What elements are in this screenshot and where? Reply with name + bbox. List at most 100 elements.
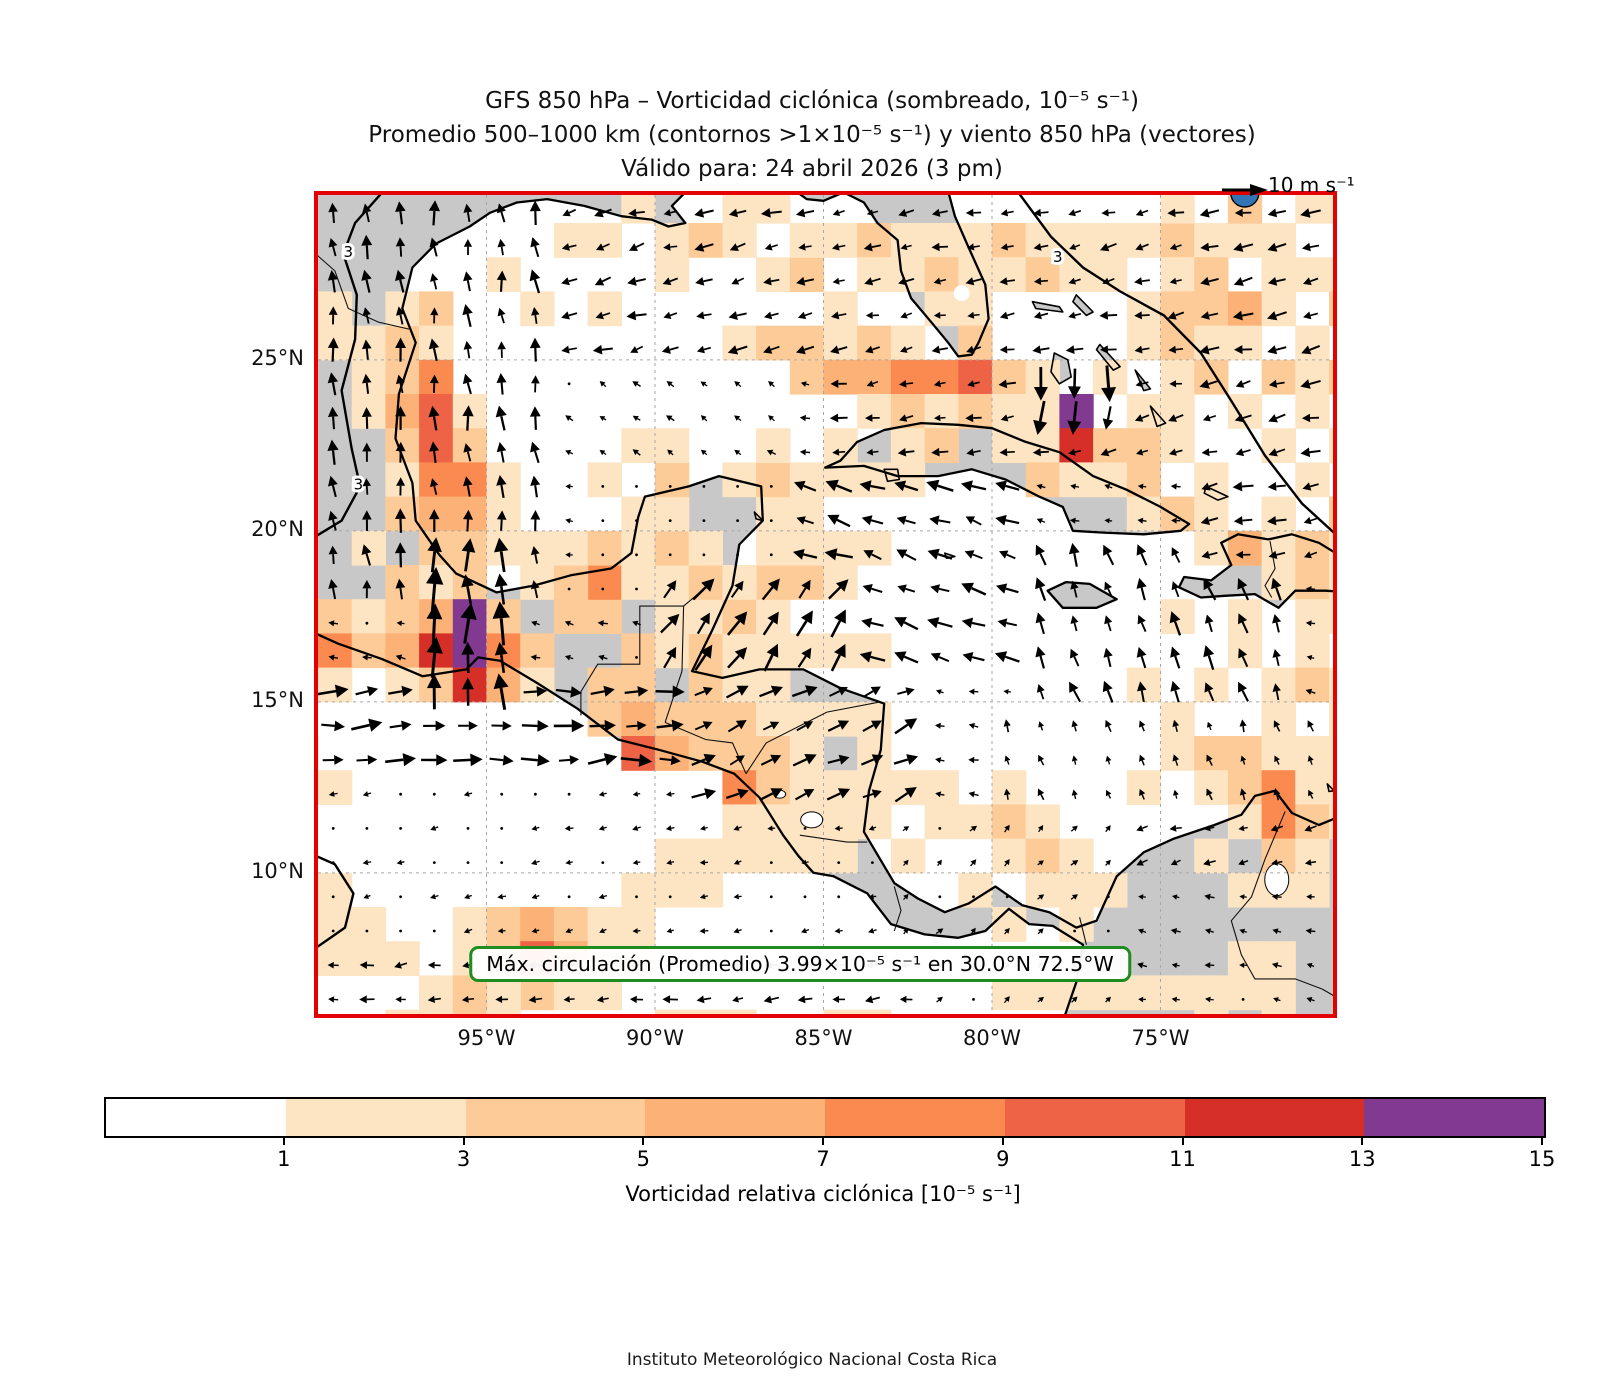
vorticity-cell: [924, 770, 959, 805]
vorticity-cell: [1126, 462, 1162, 498]
vorticity-cell: [756, 667, 791, 703]
vorticity-cell: [520, 667, 555, 703]
vorticity-cell: [958, 872, 993, 908]
vorticity-cell: [1059, 223, 1094, 258]
vorticity-cell: [452, 907, 488, 942]
vorticity-cell: [857, 736, 892, 771]
vorticity-cell: [1160, 975, 1195, 1011]
vorticity-cell: [318, 941, 353, 976]
vorticity-cell: [789, 359, 825, 395]
contour-labels: 3 3 3: [341, 240, 1066, 497]
colorbar-label: Vorticidad relativa ciclónica [10⁻⁵ s⁻¹]: [625, 1182, 1021, 1206]
vorticity-cell: [1227, 736, 1263, 771]
vorticity-cell: [318, 770, 353, 805]
vorticity-cell: [1160, 195, 1195, 224]
vorticity-cell: [419, 359, 454, 395]
vorticity-cell: [1126, 975, 1162, 1011]
vorticity-cell: [924, 804, 959, 840]
colorbar-segment: [106, 1099, 286, 1136]
vorticity-cell: [1093, 462, 1128, 498]
vorticity-cell: [789, 325, 825, 361]
vorticity-cell: [621, 907, 656, 942]
vorticity-cell: [655, 257, 690, 292]
vorticity-cell: [1295, 838, 1330, 874]
vorticity-cell: [621, 701, 656, 737]
vorticity-cell: [1261, 359, 1296, 395]
colorbar-tick-label: 1: [277, 1147, 291, 1171]
vorticity-cell: [419, 291, 454, 327]
vorticity-cell: [587, 530, 622, 566]
contour-label: 3: [344, 243, 354, 261]
gridlines: [318, 195, 1333, 1014]
vorticity-cell: [789, 496, 825, 532]
vorticity-cell: [621, 530, 656, 566]
vorticity-cell: [1194, 291, 1229, 327]
vorticity-cell: [823, 838, 858, 874]
vorticity-cell: [621, 633, 656, 669]
vorticity-cell: [553, 907, 589, 942]
vorticity-cell: [1295, 872, 1330, 908]
vorticity-cell: [722, 223, 757, 258]
vorticity-cell: [1194, 1009, 1229, 1014]
vorticity-cell: [823, 291, 858, 327]
vorticity-cell: [857, 530, 892, 566]
vorticity-cell: [1261, 291, 1296, 327]
vorticity-cell: [587, 223, 622, 258]
vorticity-cell: [756, 325, 791, 361]
vorticity-cell: [789, 770, 825, 805]
vorticity-cell: [1160, 496, 1195, 532]
vorticity-cell: [857, 223, 892, 258]
vorticity-cell: [722, 770, 757, 805]
vorticity-cell: [1059, 872, 1094, 908]
vorticity-cell: [1261, 941, 1296, 976]
vorticity-cell: [924, 428, 959, 463]
y-tick-label: 20°N: [251, 516, 304, 541]
vorticity-cell: [1329, 195, 1333, 224]
vorticity-cell: [992, 257, 1027, 292]
title-block: GFS 850 hPa – Vorticidad ciclónica (somb…: [212, 84, 1412, 186]
vorticity-cell: [1194, 838, 1229, 874]
credit-text: Instituto Meteorológico Nacional Costa R…: [626, 1350, 998, 1370]
vorticity-cell: [857, 701, 892, 737]
colorbar-tick: [1361, 1138, 1364, 1145]
vorticity-cell: [789, 701, 825, 737]
vorticity-cell: [385, 1009, 420, 1014]
vorticity-cell: [789, 223, 825, 258]
vorticity-cell: [1227, 975, 1263, 1011]
vorticity-cell: [958, 359, 993, 395]
vorticity-cell: [688, 1009, 723, 1014]
colorbar-tick-label: 15: [1528, 1147, 1556, 1171]
vorticity-cell: [1025, 804, 1060, 840]
vorticity-cell: [318, 599, 353, 634]
vorticity-cell: [1329, 428, 1333, 463]
vorticity-cell: [756, 804, 791, 840]
vorticity-cell: [823, 325, 858, 361]
vorticity-cell: [857, 804, 892, 840]
vorticity-cell: [351, 359, 386, 395]
vorticity-cell: [587, 599, 622, 634]
vorticity-cell: [655, 1009, 690, 1014]
vorticity-cell: [722, 1009, 757, 1014]
vorticity-cell: [1295, 195, 1330, 224]
colorbar-tick-label: 11: [1169, 1147, 1196, 1171]
vorticity-cell: [722, 195, 757, 224]
vorticity-cell: [789, 838, 825, 874]
vorticity-cell: [1093, 257, 1128, 292]
colorbar-tick: [1181, 1138, 1184, 1145]
vorticity-cell: [789, 530, 825, 566]
vorticity-cell: [1261, 975, 1296, 1011]
colorbar-tick: [1541, 1138, 1543, 1145]
vorticity-cell: [587, 291, 622, 327]
vorticity-cell: [992, 838, 1027, 874]
colorbar-tick-label: 13: [1348, 1147, 1376, 1171]
vorticity-cell: [1329, 257, 1333, 292]
colorbar-segment: [645, 1099, 825, 1136]
colorbar-tick-label: 7: [816, 1147, 830, 1171]
vorticity-cell: [1160, 359, 1195, 395]
vorticity-cell: [823, 1009, 858, 1014]
vorticity-cell: [655, 872, 690, 908]
vorticity-cell: [1059, 462, 1094, 498]
vorticity-cell: [823, 804, 858, 840]
vorticity-cell: [1261, 736, 1296, 771]
vorticity-cell: [1227, 325, 1263, 361]
